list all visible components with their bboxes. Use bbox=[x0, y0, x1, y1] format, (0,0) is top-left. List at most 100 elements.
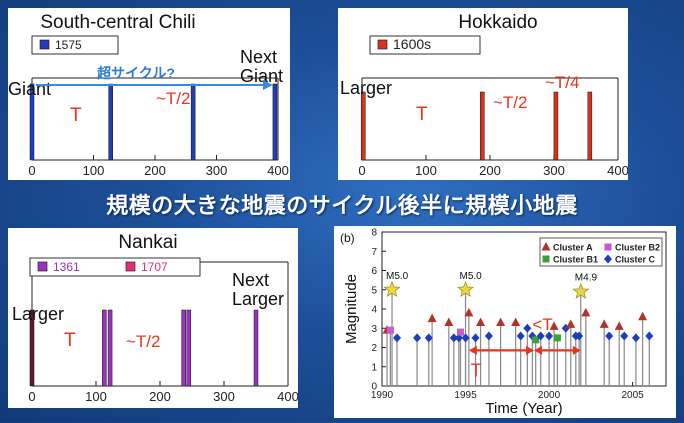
legend-swatch bbox=[37, 261, 48, 272]
x-tick-label: 0 bbox=[358, 163, 365, 178]
cluster-c-marker bbox=[449, 333, 458, 343]
x-tick-label: 0 bbox=[28, 163, 35, 178]
legend-label: Cluster B1 bbox=[553, 255, 598, 265]
event-bar bbox=[480, 91, 485, 161]
next-giant-label: Next Giant bbox=[240, 47, 283, 86]
period-label: T bbox=[64, 330, 76, 351]
cluster-b-marker bbox=[604, 243, 612, 251]
legend-swatch bbox=[125, 261, 136, 272]
legend-label: Cluster A bbox=[553, 243, 593, 253]
period-label: T bbox=[416, 104, 428, 125]
interval-t-label: T bbox=[471, 360, 482, 380]
y-tick-label: 5 bbox=[371, 285, 377, 296]
interval-arrowhead bbox=[572, 345, 581, 355]
cluster-c-marker bbox=[454, 333, 463, 343]
cluster-c-marker bbox=[575, 331, 584, 341]
cluster-c-marker bbox=[393, 333, 402, 343]
x-tick-label: 400 bbox=[277, 389, 298, 404]
x-tick-label: 100 bbox=[83, 163, 105, 178]
legend-swatch bbox=[377, 39, 388, 50]
super-cycle-arrowhead bbox=[262, 80, 273, 90]
super-cycle-label: 超サイクル? bbox=[96, 65, 175, 81]
cluster-c-marker bbox=[645, 331, 654, 341]
cluster-c-marker bbox=[545, 331, 554, 341]
chili-chart: 0 100 200 300 400 South-central Chili 1575 Gian… bbox=[8, 12, 289, 178]
cluster-c-marker bbox=[631, 333, 640, 343]
cluster-b-marker bbox=[386, 326, 394, 334]
event-bar bbox=[108, 83, 113, 161]
legend-box bbox=[539, 237, 663, 267]
x-tick-label: 200 bbox=[479, 163, 501, 178]
cluster-a-marker bbox=[549, 321, 559, 330]
cluster-a-marker bbox=[464, 307, 474, 317]
cluster-a-marker bbox=[476, 317, 486, 326]
x-tick-label: 200 bbox=[144, 163, 166, 178]
legend-label: 1707 bbox=[141, 260, 168, 274]
interval-arrowhead bbox=[526, 345, 535, 355]
cluster-c-marker bbox=[536, 331, 545, 341]
cluster-a-marker bbox=[638, 311, 648, 321]
x-tick-label: 1995 bbox=[454, 390, 477, 401]
chart-title: Nankai bbox=[118, 232, 177, 253]
period-label: T bbox=[70, 105, 82, 126]
event-bar bbox=[29, 83, 35, 161]
cluster-b-marker bbox=[542, 255, 550, 263]
event-bar bbox=[181, 309, 186, 387]
legend-swatch bbox=[39, 39, 50, 50]
cluster-c-marker bbox=[516, 331, 525, 341]
x-tick-label: 400 bbox=[267, 163, 289, 178]
x-tick-label: 200 bbox=[149, 389, 171, 404]
y-tick-label: 1 bbox=[371, 362, 377, 373]
x-axis-label: Time (Year) bbox=[485, 400, 562, 417]
half-period-label: ~T/2 bbox=[156, 89, 191, 108]
x-tick-label: 400 bbox=[607, 163, 628, 178]
event-bar bbox=[361, 91, 366, 161]
x-tick-label: 100 bbox=[415, 163, 437, 178]
y-tick-label: 4 bbox=[371, 305, 377, 316]
chart-title: South-central Chili bbox=[40, 12, 195, 33]
magnitude-panel: 0 1 2 3 4 5 6 7 8 1990 1995 2000 2005 Time (Year) Magn… bbox=[334, 226, 676, 418]
event-bar bbox=[29, 309, 35, 387]
cluster-c-marker bbox=[413, 333, 422, 343]
cluster-b-marker bbox=[457, 328, 465, 336]
cluster-c-marker bbox=[484, 331, 493, 341]
interval-arrowhead bbox=[468, 345, 477, 355]
x-tick-label: 1990 bbox=[371, 390, 394, 401]
y-tick-label: 6 bbox=[371, 266, 377, 277]
cluster-a-marker bbox=[541, 242, 551, 251]
cluster-a-marker bbox=[566, 319, 576, 328]
half-period-label: ~T/2 bbox=[126, 332, 161, 351]
cluster-b-marker bbox=[553, 334, 561, 342]
chili-panel: 0 100 200 300 400 South-central Chili 1575 Gian… bbox=[8, 8, 290, 180]
legend-label: 1575 bbox=[55, 38, 82, 52]
cluster-c-marker bbox=[461, 333, 470, 343]
mainshock-label: M5.0 bbox=[386, 271, 409, 282]
hokkaido-chart: 0 100 200 300 400 Hokkaido 1600s Larger T ~T/2 ~T/… bbox=[340, 12, 629, 178]
event-bar bbox=[190, 83, 196, 161]
cluster-c-marker bbox=[605, 331, 614, 341]
x-tick-label: 300 bbox=[543, 163, 565, 178]
event-bar bbox=[253, 309, 259, 387]
legend-box bbox=[29, 257, 201, 277]
event-bar bbox=[553, 91, 559, 161]
x-tick-label: 100 bbox=[85, 389, 107, 404]
mainshock-label: M4.9 bbox=[575, 273, 598, 284]
mainshock-star bbox=[572, 282, 590, 299]
cluster-c-marker bbox=[424, 333, 433, 343]
half-period-label: ~T/2 bbox=[493, 93, 528, 112]
cluster-c-marker bbox=[523, 323, 532, 333]
cluster-c-marker bbox=[604, 254, 612, 264]
y-axis-label: Magnitude bbox=[343, 274, 360, 344]
cluster-c-marker bbox=[620, 331, 629, 341]
y-tick-label: 0 bbox=[371, 382, 377, 393]
legend-box bbox=[31, 35, 119, 55]
legend-box bbox=[369, 35, 481, 55]
event-bar bbox=[272, 83, 278, 161]
cluster-a-marker bbox=[614, 321, 624, 330]
cluster-c-marker bbox=[471, 333, 480, 343]
x-tick-label: 2000 bbox=[538, 390, 561, 401]
event-bar bbox=[107, 309, 113, 387]
cluster-a-marker bbox=[511, 317, 521, 326]
cluster-a-marker bbox=[599, 319, 609, 328]
legend-label: 1361 bbox=[53, 260, 80, 274]
